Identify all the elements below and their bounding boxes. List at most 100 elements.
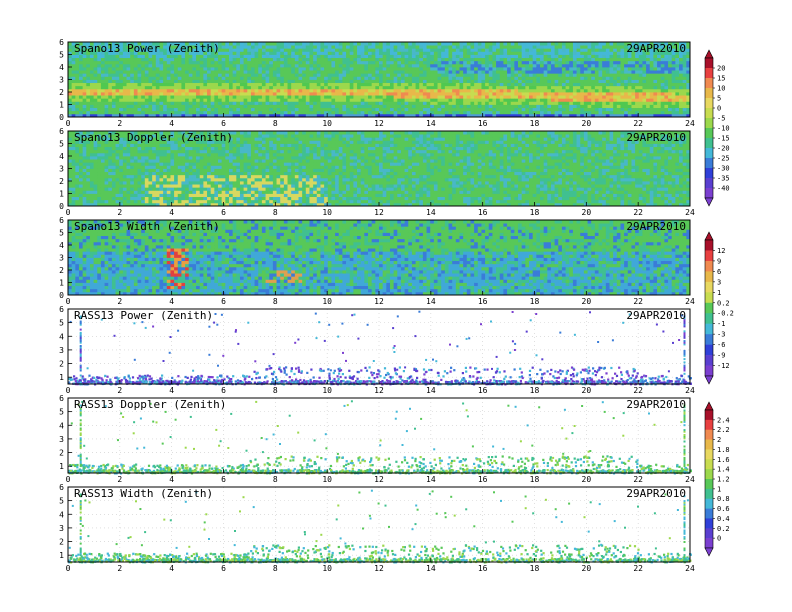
heatmap-cell [437,79,442,84]
heatmap-cell [122,146,127,151]
heatmap-cell [386,104,391,109]
heatmap-cell [144,107,149,112]
heatmap-cell [605,95,610,99]
heatmap-cell [228,79,234,84]
heatmap-cell [364,88,369,93]
heatmap-cell [166,149,171,154]
heatmap-cell [463,107,468,112]
heatmap-cell [375,70,380,74]
heatmap-cell [221,48,226,52]
heatmap-cell [177,113,182,118]
heatmap-cell [448,79,453,84]
heatmap-cell [75,60,80,65]
heatmap-cell [459,76,464,80]
heatmap-cell [119,184,124,188]
heatmap-cell [119,134,124,138]
heatmap-cell [631,98,636,102]
heatmap-cell [437,70,442,74]
heatmap-cell [682,110,687,115]
heatmap-cell [243,48,248,52]
heatmap-cell [503,67,508,71]
heatmap-cell [415,76,420,80]
heatmap-cell [470,63,475,68]
heatmap-cell [649,107,654,112]
heatmap-cell [269,104,274,109]
heatmap-cell [646,85,651,90]
heatmap-cell [470,76,475,80]
heatmap-cell [529,104,534,109]
heatmap-cell [294,85,299,90]
heatmap-cell [620,88,625,93]
heatmap-cell [536,63,541,68]
heatmap-cell [627,54,632,59]
heatmap-cell [119,110,124,115]
heatmap-cell [188,168,193,173]
heatmap-cell [620,104,625,109]
heatmap-cell [569,113,574,118]
heatmap-cell [316,95,321,99]
heatmap-cell [309,48,314,52]
heatmap-cell [78,187,84,191]
heatmap-cell [532,79,537,84]
heatmap-cell [327,92,332,96]
heatmap-cell [93,187,98,191]
heatmap-cell [280,76,285,80]
heatmap-cell [115,95,120,99]
heatmap-cell [543,95,548,99]
heatmap-cell [547,76,552,80]
heatmap-cell [616,60,621,65]
heatmap-cell [115,42,120,46]
heatmap-cell [185,152,190,157]
heatmap-cell [294,57,299,62]
heatmap-cell [481,63,486,68]
heatmap-cell [239,73,245,77]
heatmap-cell [276,92,281,96]
heatmap-cell [97,73,102,77]
heatmap-cell [474,70,479,74]
heatmap-cell [675,110,680,115]
heatmap-cell [357,67,362,71]
heatmap-cell [514,104,519,109]
heatmap-cell [485,110,490,115]
heatmap-cell [97,140,102,144]
heatmap-cell [408,110,413,115]
heatmap-cell [393,98,398,102]
heatmap-cell [185,143,190,148]
heatmap-cell [148,76,153,80]
heatmap-cell [130,79,135,84]
heatmap-cell [342,79,347,84]
heatmap-cell [115,174,120,179]
heatmap-cell [261,104,266,109]
heatmap-cell [159,70,164,74]
heatmap-cell [133,104,138,109]
heatmap-cell [638,45,643,49]
heatmap-cell [188,42,193,46]
heatmap-cell [228,88,234,93]
heatmap-cell [415,82,420,87]
heatmap-cell [199,177,204,182]
heatmap-cell [602,79,607,84]
heatmap-cell [203,98,208,102]
heatmap-cell [616,42,621,46]
heatmap-cell [305,45,310,49]
heatmap-cell [130,146,135,151]
heatmap-cell [192,137,197,141]
heatmap-cell [305,54,310,59]
heatmap-cell [137,67,142,71]
heatmap-cell [320,92,325,96]
heatmap-cell [389,79,395,84]
heatmap-cell [609,92,614,96]
heatmap-cell [368,48,373,52]
heatmap-cell [258,82,263,87]
heatmap-cell [152,85,157,90]
heatmap-cell [122,67,127,71]
heatmap-cell [159,134,164,138]
heatmap-cell [679,113,684,118]
heatmap-cell [503,92,508,96]
heatmap-cell [133,92,138,96]
heatmap-cell [379,82,384,87]
heatmap-cell [272,107,277,112]
heatmap-cell [543,54,548,59]
heatmap-cell [613,104,618,109]
